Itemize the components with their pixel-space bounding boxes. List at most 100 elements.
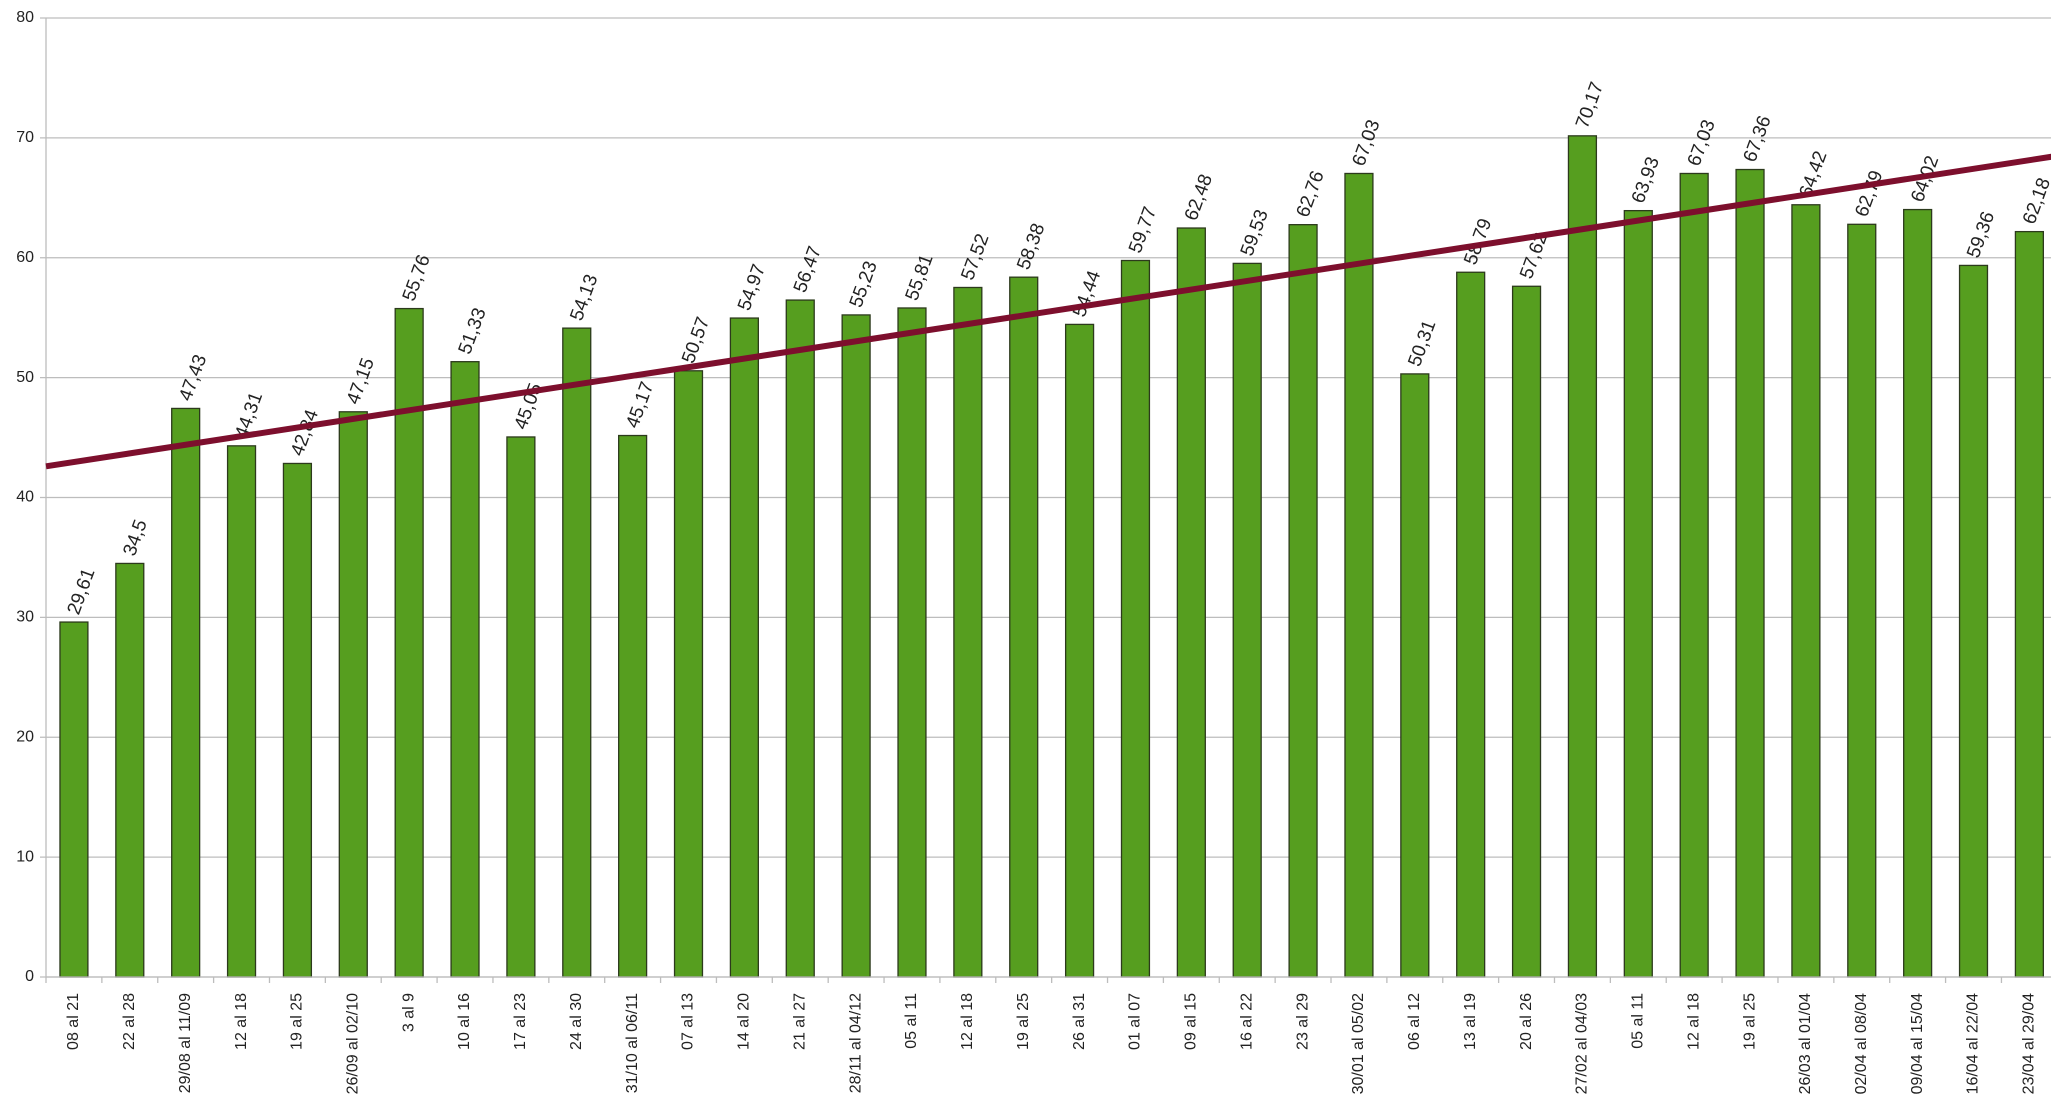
y-tick-label: 30 (16, 609, 34, 626)
y-tick-label: 60 (16, 249, 34, 266)
x-tick-label: 05 al 11 (903, 993, 920, 1049)
bar (1456, 271, 1486, 978)
bar (115, 562, 145, 978)
bar (562, 327, 592, 978)
value-label: 34,5 (119, 517, 151, 559)
x-tick-label: 31/10 al 06/11 (624, 993, 641, 1093)
y-tick-label: 40 (16, 489, 34, 506)
x-tick-label: 09 al 15 (1183, 993, 1200, 1050)
bar (729, 317, 759, 978)
bar (1679, 172, 1709, 978)
bar (338, 411, 368, 978)
x-tick-label: 26/03 al 01/04 (1797, 993, 1814, 1095)
bar (1735, 168, 1765, 978)
value-label: 54,13 (566, 272, 602, 324)
x-tick-label: 13 al 19 (1462, 993, 1479, 1050)
x-tick-label: 30/01 al 05/02 (1350, 993, 1367, 1095)
y-tick-label: 20 (16, 728, 34, 745)
value-label: 29,61 (64, 566, 100, 618)
x-tick-label: 17 al 23 (512, 993, 529, 1050)
value-label: 67,36 (1740, 113, 1776, 165)
y-tick-label: 0 (25, 968, 34, 985)
x-tick-label: 07 al 13 (680, 993, 697, 1050)
bar (1176, 227, 1206, 978)
value-label: 50,57 (678, 314, 714, 366)
value-label: 42,84 (287, 407, 323, 459)
value-label: 63,93 (1628, 154, 1664, 206)
bar (785, 299, 815, 978)
value-label: 57,52 (958, 231, 994, 283)
bar (171, 407, 201, 978)
bar (450, 361, 480, 978)
bar (1120, 259, 1151, 978)
bar (1623, 209, 1653, 978)
bar (1064, 323, 1095, 978)
value-label: 55,23 (846, 258, 882, 310)
value-label: 59,36 (1963, 209, 1999, 261)
bar (1009, 276, 1039, 978)
value-label: 58,38 (1013, 221, 1049, 273)
trend-line (45, 153, 2051, 470)
x-tick-label: 12 al 18 (233, 993, 250, 1050)
x-tick-label: 08 al 21 (65, 993, 82, 1050)
value-label: 50,31 (1404, 317, 1440, 369)
value-label: 47,15 (343, 355, 379, 407)
value-label: 56,47 (790, 244, 826, 296)
bar (506, 436, 536, 978)
bar (1791, 204, 1821, 978)
x-tick-label: 19 al 25 (1015, 993, 1032, 1050)
value-label: 51,33 (455, 305, 491, 357)
x-tick-label: 16/04 al 22/04 (1965, 993, 1982, 1095)
x-tick-label: 22 al 28 (121, 993, 138, 1050)
value-label: 62,79 (1851, 168, 1887, 220)
bar (1567, 135, 1598, 978)
x-tick-label: 02/04 al 08/04 (1853, 993, 1870, 1095)
bar (1288, 224, 1318, 978)
bar (59, 621, 89, 978)
x-tick-label: 24 al 30 (568, 993, 585, 1050)
value-label: 59,53 (1237, 207, 1273, 259)
x-tick-label: 26/09 al 02/10 (345, 993, 362, 1095)
x-tick-label: 14 al 20 (736, 993, 753, 1050)
x-tick-label: 01 al 07 (1127, 993, 1144, 1050)
y-tick-label: 70 (16, 129, 34, 146)
x-tick-label: 3 al 9 (400, 993, 417, 1032)
value-label: 54,44 (1069, 268, 1105, 320)
x-tick-label: 05 al 11 (1630, 993, 1647, 1049)
x-tick-label: 29/08 al 11/09 (177, 993, 194, 1093)
x-tick-label: 27/02 al 04/03 (1574, 993, 1591, 1095)
value-label: 45,17 (622, 379, 658, 431)
value-label: 59,77 (1125, 204, 1161, 256)
value-label: 62,76 (1293, 168, 1329, 220)
x-tick-label: 09/04 al 15/04 (1909, 993, 1926, 1095)
value-label: 55,81 (902, 252, 938, 304)
bar (1400, 373, 1430, 978)
bar (1344, 172, 1374, 978)
x-tick-label: 06 al 12 (1406, 993, 1423, 1050)
x-tick-label: 12 al 18 (959, 993, 976, 1050)
value-label: 55,76 (399, 252, 435, 304)
x-tick-label: 19 al 25 (289, 993, 306, 1050)
bar (1958, 264, 1989, 978)
bar (394, 307, 424, 978)
bar (226, 445, 257, 978)
value-label: 70,17 (1572, 79, 1608, 131)
x-tick-label: 19 al 25 (1741, 993, 1758, 1050)
x-tick-label: 28/11 al 04/12 (847, 993, 864, 1093)
x-tick-label: 20 al 26 (1518, 993, 1535, 1050)
x-tick-label: 12 al 18 (1685, 993, 1702, 1050)
y-tick-label: 10 (16, 848, 34, 865)
bar (618, 434, 648, 978)
bar (953, 286, 983, 978)
value-label: 67,03 (1684, 117, 1720, 169)
y-tick-label: 80 (16, 9, 34, 26)
value-label: 62,48 (1181, 172, 1217, 224)
bar (841, 314, 871, 978)
bar (282, 462, 313, 978)
bar (1903, 208, 1933, 978)
x-tick-label: 16 al 22 (1238, 993, 1255, 1050)
bar (1232, 262, 1262, 978)
x-tick-label: 23/04 al 29/04 (2021, 993, 2038, 1095)
bar (673, 370, 704, 978)
